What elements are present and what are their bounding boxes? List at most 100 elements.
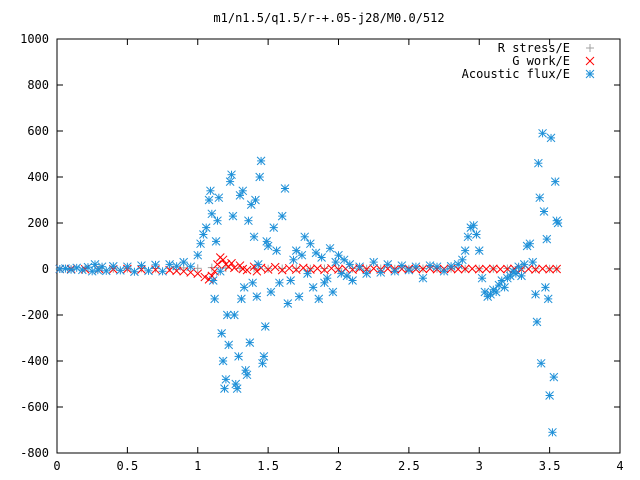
data-point — [383, 264, 393, 274]
data-point — [517, 271, 526, 281]
data-point — [481, 264, 491, 274]
data-point — [525, 239, 535, 249]
data-point — [327, 263, 336, 273]
data-point — [179, 257, 189, 267]
data-point — [543, 294, 553, 304]
data-point — [376, 268, 386, 277]
tick-labels: -800 -600 -400 -200 0 200 400 600 800 1000 0 0.5 1 1.… — [20, 32, 624, 473]
data-point — [348, 264, 357, 273]
data-point — [130, 267, 139, 277]
y-tick-label: 200 — [27, 216, 49, 230]
data-point — [232, 384, 242, 393]
data-point — [277, 265, 287, 275]
data-point — [108, 261, 118, 271]
data-point — [224, 340, 234, 350]
data-point — [325, 243, 335, 253]
data-point — [93, 265, 103, 275]
data-point — [256, 156, 266, 166]
data-point — [137, 261, 146, 270]
data-point — [297, 250, 307, 260]
data-point — [418, 264, 428, 274]
data-point — [460, 246, 470, 255]
x-tick-label: 2 — [335, 459, 342, 473]
data-point — [101, 266, 111, 276]
data-point — [244, 216, 253, 226]
data-point — [248, 278, 257, 288]
y-tick-label: 1000 — [20, 32, 49, 46]
data-point — [528, 257, 538, 267]
data-point — [541, 283, 550, 292]
data-point — [227, 258, 236, 268]
data-point — [477, 273, 487, 283]
data-point — [397, 261, 407, 270]
data-point — [252, 266, 262, 276]
data-point — [496, 264, 505, 274]
data-point — [418, 273, 428, 283]
data-point — [404, 265, 414, 275]
data-point — [298, 263, 308, 273]
data-point — [266, 287, 276, 297]
data-point — [538, 128, 547, 138]
data-point — [115, 266, 125, 275]
y-tick-label: -200 — [20, 308, 49, 322]
data-point — [263, 265, 273, 274]
data-point — [228, 211, 238, 221]
x-tick-label: 0 — [53, 459, 60, 473]
data-point — [472, 230, 481, 239]
data-point — [334, 250, 343, 260]
data-point — [390, 266, 400, 276]
data-point — [213, 260, 222, 269]
data-point — [151, 260, 160, 270]
data-point — [218, 255, 228, 265]
data-point — [469, 220, 478, 230]
data-point — [260, 322, 270, 331]
data-point — [234, 352, 243, 361]
data-point — [553, 218, 563, 228]
data-point — [328, 287, 338, 297]
data-point — [320, 278, 329, 288]
data-point — [270, 262, 280, 272]
data-point — [227, 170, 236, 180]
data-point — [536, 358, 546, 368]
x-tick-label: 3.5 — [539, 459, 561, 473]
data-point — [549, 372, 559, 382]
y-tick-label: 600 — [27, 124, 49, 138]
data-point — [249, 232, 259, 242]
chart-title: m1/n1.5/q1.5/r-+.05-j28/M0.0/512 — [213, 11, 444, 25]
data-point — [221, 375, 231, 384]
data-point — [272, 246, 281, 255]
data-point — [196, 239, 205, 249]
data-point — [259, 352, 269, 361]
data-point — [218, 356, 228, 366]
data-point — [278, 264, 287, 273]
data-point — [308, 283, 318, 292]
data-point — [362, 264, 372, 274]
legend-marker — [585, 56, 595, 66]
data-point — [239, 283, 249, 292]
data-point — [283, 299, 293, 308]
data-point — [535, 193, 545, 203]
legend-label: Acoustic flux/E — [462, 67, 570, 81]
data-point — [425, 261, 435, 270]
data-point — [322, 273, 332, 283]
y-tick-label: -800 — [20, 446, 49, 460]
x-tick-label: 0.5 — [117, 459, 139, 473]
data-point — [300, 232, 310, 242]
data-point — [460, 264, 470, 274]
legend-label: G work/E — [512, 54, 570, 68]
data-point — [320, 264, 329, 273]
data-point — [66, 265, 76, 275]
data-point — [87, 266, 97, 276]
data-point — [258, 358, 267, 368]
data-point — [305, 239, 315, 249]
data-point — [311, 248, 321, 258]
x-tick-label: 4 — [616, 459, 623, 473]
data-point — [545, 264, 554, 274]
data-point — [72, 263, 82, 273]
data-point — [172, 261, 181, 271]
data-point — [362, 269, 372, 278]
data-point — [217, 329, 227, 338]
data-point — [303, 269, 312, 278]
data-point — [215, 266, 225, 276]
